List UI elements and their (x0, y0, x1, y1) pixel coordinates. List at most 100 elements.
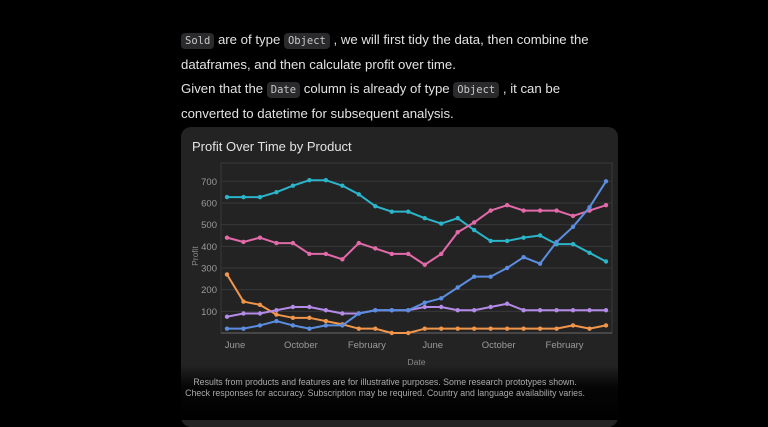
x-tick-label: October (284, 340, 318, 351)
paragraph-date-conversion: Given that the Date column is already of… (181, 77, 621, 125)
data-point-orange (257, 302, 263, 308)
bottom-fade (181, 365, 618, 420)
data-point-pink (323, 251, 329, 257)
data-point-purple (274, 308, 279, 313)
data-point-orange (422, 326, 427, 331)
data-point-teal (504, 238, 510, 244)
data-point-pink (521, 208, 526, 213)
data-point-teal (340, 183, 345, 188)
data-point-blue (455, 285, 460, 290)
data-point-pink (356, 240, 362, 246)
data-point-blue (290, 323, 296, 328)
data-point-blue (570, 224, 576, 230)
data-point-orange (389, 330, 394, 336)
data-point-pink (488, 208, 493, 213)
data-point-purple (570, 308, 576, 313)
data-point-teal (356, 192, 362, 197)
inline-code: Object (453, 82, 500, 98)
profit-line-chart: 100 200 300 400 500 600 700 June October February… (190, 162, 613, 367)
data-point-pink (307, 251, 312, 257)
data-point-blue (406, 308, 411, 313)
data-point-purple (521, 308, 526, 313)
data-point-orange (307, 315, 312, 321)
data-point-blue (422, 300, 427, 305)
data-point-teal (389, 209, 394, 214)
data-point-purple (587, 308, 592, 313)
x-tick-label: June (422, 340, 443, 351)
data-point-orange (439, 326, 444, 331)
data-point-purple (504, 301, 510, 306)
data-point-purple (455, 308, 460, 313)
inline-code: Sold (181, 33, 215, 49)
data-point-teal (587, 250, 592, 256)
data-point-teal (224, 194, 230, 200)
data-point-pink (439, 251, 444, 257)
data-point-blue (241, 326, 246, 331)
data-point-pink (455, 230, 460, 235)
data-point-blue (471, 274, 477, 279)
x-axis-label: Date (408, 357, 426, 367)
y-tick-label: 500 (201, 220, 217, 231)
data-point-teal (241, 194, 246, 200)
data-point-orange (537, 326, 543, 331)
series-line-blue (227, 180, 607, 330)
data-point-blue (521, 254, 526, 260)
data-point-orange (241, 299, 246, 304)
series-line-orange (226, 273, 607, 334)
y-tick-label: 600 (201, 198, 217, 209)
data-point-blue (587, 205, 592, 210)
data-point-pink (373, 246, 378, 251)
data-point-teal (439, 221, 444, 226)
data-point-orange (406, 330, 411, 336)
prose-text: , we will first tidy the data, then comb… (181, 32, 589, 72)
data-point-blue (389, 308, 394, 313)
x-tick-label: February (546, 340, 584, 351)
data-point-pink (537, 208, 543, 213)
data-point-orange (373, 326, 378, 331)
data-point-purple (471, 308, 477, 313)
data-point-purple (290, 304, 296, 310)
data-point-pink (290, 240, 296, 246)
data-point-pink (422, 262, 427, 267)
data-point-orange (570, 323, 576, 328)
data-point-blue (257, 323, 263, 328)
x-tick-label: February (348, 340, 386, 351)
data-point-teal (570, 241, 576, 247)
y-tick-label: 100 (201, 307, 217, 318)
y-tick-label: 200 (201, 285, 217, 296)
data-point-pink (241, 239, 246, 245)
data-point-orange (455, 326, 460, 331)
data-point-purple (257, 311, 263, 316)
paragraph-tidy-data: Sold are of type Object , we will first … (181, 28, 621, 76)
prose-text: , it can be converted to datetime for su… (181, 81, 561, 121)
data-point-purple (439, 304, 444, 310)
prose-text: are of type (214, 32, 284, 47)
data-point-teal (455, 215, 460, 221)
data-point-pink (603, 202, 609, 208)
data-point-purple (554, 308, 559, 313)
data-point-pink (389, 251, 394, 257)
data-point-purple (537, 308, 543, 313)
data-point-teal (406, 209, 411, 214)
data-point-purple (241, 311, 246, 316)
data-point-orange (471, 326, 477, 331)
data-point-orange (504, 326, 510, 331)
data-point-orange (488, 326, 493, 331)
data-point-blue (323, 323, 329, 328)
data-point-blue (307, 326, 312, 331)
data-point-blue (356, 311, 362, 316)
data-point-teal (307, 178, 312, 183)
data-point-purple (340, 311, 345, 316)
prose-text: Given that the (181, 81, 267, 96)
x-tick-label: June (225, 340, 246, 351)
series-line-pink (226, 204, 607, 266)
y-tick-label: 400 (201, 242, 217, 253)
prose-text: column is already of type (300, 81, 454, 96)
data-point-purple (323, 308, 329, 313)
data-point-teal (422, 215, 427, 221)
data-point-purple (488, 304, 493, 310)
disclaimer-footer: Results from products and features are f… (180, 377, 590, 399)
data-point-teal (290, 183, 296, 188)
data-point-blue (488, 274, 493, 279)
data-point-teal (471, 227, 477, 233)
